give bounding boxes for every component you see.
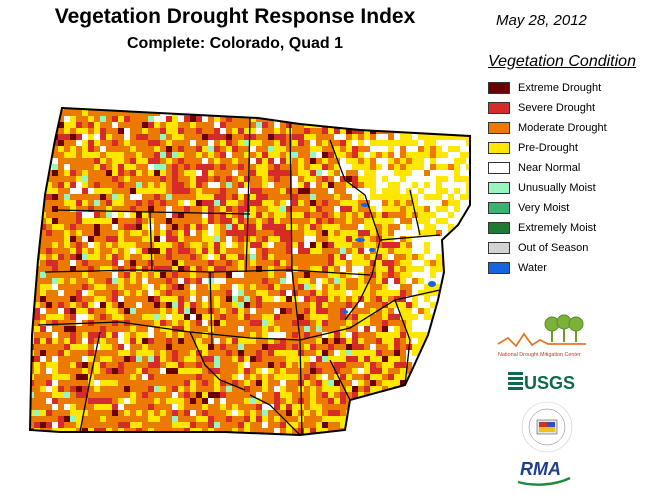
legend-item-water: Water <box>488 258 607 278</box>
legend-item-very-moist: Very Moist <box>488 198 607 218</box>
legend-label: Extreme Drought <box>518 82 602 94</box>
map-title: Vegetation Drought Response Index <box>54 5 416 28</box>
legend-swatch <box>488 242 510 254</box>
legend-item-out-of-season: Out of Season <box>488 238 607 258</box>
legend-swatch <box>488 222 510 234</box>
legend-label: Near Normal <box>518 162 581 174</box>
legend-item-severe-drought: Severe Drought <box>488 98 607 118</box>
legend-item-pre-drought: Pre-Drought <box>488 138 607 158</box>
legend-label: Very Moist <box>518 202 570 214</box>
legend-item-extreme-drought: Extreme Drought <box>488 78 607 98</box>
legend-swatch <box>488 102 510 114</box>
legend-label: Severe Drought <box>518 102 596 114</box>
drought-raster <box>30 108 470 435</box>
rma-logo: RMA <box>517 459 571 486</box>
legend-label: Extremely Moist <box>518 222 597 234</box>
ndmc-logo-text: National Drought Mitigation Center <box>498 352 581 358</box>
legend-swatch <box>488 182 510 194</box>
legend-label: Unusually Moist <box>518 182 596 194</box>
legend-swatch <box>488 142 510 154</box>
legend-swatch <box>488 162 510 174</box>
legend-label: Pre-Drought <box>518 142 578 154</box>
rma-logo-text: RMA <box>520 459 561 479</box>
legend-item-near-normal: Near Normal <box>488 158 607 178</box>
legend-swatch <box>488 82 510 94</box>
legend-swatch <box>488 202 510 214</box>
hprcc-seal <box>521 401 573 453</box>
legend-item-moderate-drought: Moderate Drought <box>488 118 607 138</box>
legend: Extreme Drought Severe Drought Moderate … <box>488 78 607 278</box>
usgs-logo-text: USGS <box>524 373 575 393</box>
ndmc-logo: National Drought Mitigation Center <box>497 314 586 358</box>
legend-label: Water <box>518 262 547 274</box>
legend-item-unusually-moist: Unusually Moist <box>488 178 607 198</box>
map-date: May 28, 2012 <box>496 12 587 29</box>
usgs-logo: USGS <box>508 372 575 393</box>
legend-item-extremely-moist: Extremely Moist <box>488 218 607 238</box>
legend-label: Out of Season <box>518 242 589 254</box>
map-subtitle: Complete: Colorado, Quad 1 <box>126 35 343 52</box>
legend-swatch <box>488 122 510 134</box>
legend-swatch <box>488 262 510 274</box>
legend-title: Vegetation Condition <box>488 53 636 70</box>
region-outline <box>28 106 471 437</box>
county-borders <box>37 117 441 435</box>
legend-label: Moderate Drought <box>518 122 607 134</box>
